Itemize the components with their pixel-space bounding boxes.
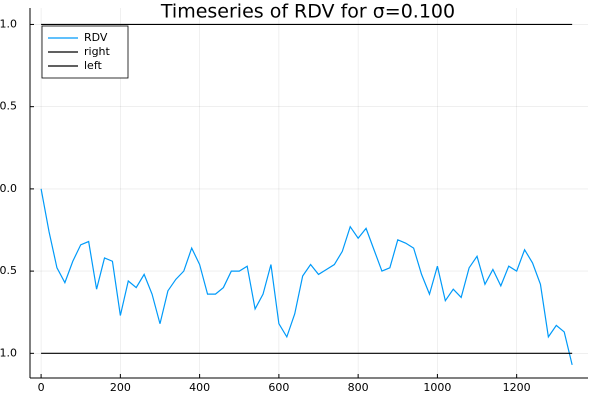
x-tick-label: 800: [348, 381, 369, 394]
x-tick-label: 200: [110, 381, 131, 394]
y-tick-label: 0.5: [0, 100, 17, 113]
x-tick-label: 0: [38, 381, 45, 394]
chart-title: Timeseries of RDV for σ=0.100: [160, 1, 455, 23]
x-tick-label: 1000: [423, 381, 451, 394]
legend-label: left: [84, 59, 103, 72]
legend-label: RDV: [84, 31, 108, 44]
x-tick-label: 400: [189, 381, 210, 394]
y-tick-label: 0.0: [0, 182, 17, 195]
y-tick-label: 1.0: [0, 17, 17, 30]
series-line: [40, 188, 573, 365]
y-tick-label: -1.0: [0, 346, 17, 359]
legend-label: right: [84, 45, 111, 58]
y-tick-label: -0.5: [0, 264, 17, 277]
x-tick-label: 1200: [503, 381, 531, 394]
x-tick-label: 600: [268, 381, 289, 394]
